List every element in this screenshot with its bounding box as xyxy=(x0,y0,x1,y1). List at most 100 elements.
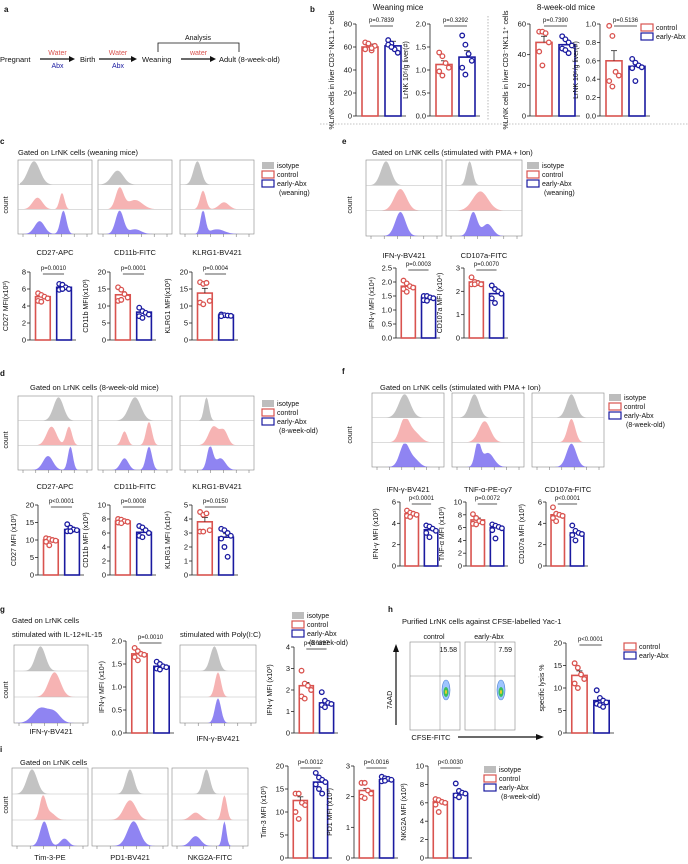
data-point xyxy=(498,290,505,297)
bar-chart-c3: 0 5 10 15 20 KLRG1 MFI(x10³) p=0.0004 xyxy=(165,266,238,345)
data-point xyxy=(629,65,636,72)
data-point xyxy=(439,53,446,60)
legend-b: control early-Abx xyxy=(640,23,686,41)
data-point xyxy=(629,56,636,62)
bar-chart-f2: 0 2 4 6 8 10 TNF-α MFI (x10³) p=0.0072 xyxy=(439,496,508,571)
panel-e-title: Gated on LrNK cells (stimulated with PMA… xyxy=(372,148,533,157)
data-point xyxy=(606,78,613,84)
y-axis-label: CD107a MFI (x10³) xyxy=(519,504,526,564)
data-point xyxy=(456,794,462,801)
y-axis-label: %LrNK cells in liver CD3⁻NK1.1⁺ cells xyxy=(329,10,336,130)
bar-early-Abx xyxy=(489,526,505,567)
y-tick-label: 2 xyxy=(538,540,542,549)
y-tick-label: 0 xyxy=(30,571,34,580)
early-abx-histogram xyxy=(182,210,252,234)
y-tick-label: 15 xyxy=(554,661,562,670)
y-axis-label: CD107a MFI (x10⁴) xyxy=(437,273,444,334)
legend-label-abx: early-Abx xyxy=(499,785,529,792)
data-point xyxy=(542,30,549,37)
marker-label: NKG2A-FITC xyxy=(188,853,233,862)
data-point xyxy=(572,537,579,544)
bar-control xyxy=(114,520,132,576)
bar-control xyxy=(468,281,485,339)
data-point xyxy=(206,297,213,304)
bar-early-Abx xyxy=(420,296,437,339)
arrow-bottom-label: Abx xyxy=(112,63,125,70)
y-tick-label: 0.0 xyxy=(416,112,426,121)
data-point xyxy=(559,512,566,519)
arrow-bottom-label: Abx xyxy=(51,63,64,70)
isotype-histogram xyxy=(14,769,86,794)
arrow-head xyxy=(210,56,216,62)
y-tick-label: 1.0 xyxy=(416,66,426,75)
y-tick-label: 6 xyxy=(392,498,396,507)
y-tick-label: 5 xyxy=(102,319,106,328)
bar-chart-e2: 0 1 2 3 CD107a MFI (x10⁴) p=0.0070 xyxy=(437,262,508,343)
isotype-histogram xyxy=(374,394,442,418)
panel-letter: b xyxy=(310,5,315,14)
data-point xyxy=(312,781,319,788)
data-point xyxy=(322,704,328,711)
control-histogram xyxy=(20,192,90,210)
legend-swatch-control xyxy=(623,642,637,651)
legend-label-control: control xyxy=(277,172,298,179)
data-point xyxy=(73,527,80,534)
stage-birth: Birth xyxy=(80,55,95,64)
early-abx-histogram xyxy=(448,211,520,236)
y-tick-label: 80 xyxy=(344,20,352,29)
y-tick-label: 0.5 xyxy=(112,706,122,715)
data-point xyxy=(67,528,74,535)
legend-label-control: control xyxy=(656,25,677,32)
y-tick-label: 3 xyxy=(456,264,460,273)
data-point xyxy=(203,510,210,517)
y-tick-label: 0 xyxy=(184,571,188,580)
arrow-top-label: Water xyxy=(48,50,67,57)
p-value: p=0.0003 xyxy=(406,262,432,268)
data-point xyxy=(615,72,622,79)
histogram-frame xyxy=(97,159,173,235)
y-axis-label: CD11b MFI(x10³) xyxy=(83,279,90,333)
data-point xyxy=(46,542,53,549)
y-axis-label: CD27 MFI(x10³) xyxy=(3,281,10,331)
control-histogram xyxy=(14,795,86,820)
data-point xyxy=(361,779,368,786)
data-point xyxy=(218,535,225,542)
data-point xyxy=(322,779,329,786)
control-histogram xyxy=(448,191,520,211)
y-tick-label: 2.0 xyxy=(416,20,426,29)
y-tick-label: 60 xyxy=(518,20,526,29)
legend-i: isotype control early-Abx (8-week-old) xyxy=(483,766,540,801)
isotype-histogram xyxy=(16,646,86,671)
legend-swatch-control xyxy=(483,774,497,783)
count-label: count xyxy=(347,426,354,443)
data-point xyxy=(606,22,613,29)
y-tick-label: 4 xyxy=(458,536,462,545)
control-histogram xyxy=(182,190,252,210)
y-tick-label: 0 xyxy=(522,112,526,121)
early-abx-histogram xyxy=(534,443,602,467)
control-histogram xyxy=(534,418,602,443)
data-point xyxy=(492,300,498,306)
legend-label-abx: early-Abx xyxy=(307,631,337,638)
data-point xyxy=(574,664,581,671)
bar-chart-b1: 0 20 40 60 80 %LrNK cells in liver CD3⁻NK1.1⁺… xyxy=(329,10,406,130)
control-histogram xyxy=(454,421,522,443)
y-tick-label: 0 xyxy=(420,854,424,863)
arrow-head xyxy=(69,56,75,62)
bar-control xyxy=(361,46,379,117)
p-value: p=0.3292 xyxy=(443,18,469,24)
legend-swatch-abx xyxy=(261,179,275,188)
data-point xyxy=(539,62,546,69)
y-tick-label: 0 xyxy=(558,729,562,738)
data-point xyxy=(43,538,50,545)
early-abx-histogram xyxy=(100,446,170,470)
data-point xyxy=(118,296,125,303)
legend-label-isotype: isotype xyxy=(277,401,299,408)
flow-plot-frame xyxy=(409,641,461,731)
y-axis-label: IFN-γ MFI (x10⁴) xyxy=(369,277,376,329)
panel-f-title: Gated on LrNK cells (stimulated with PMA… xyxy=(380,383,541,392)
data-point xyxy=(459,64,466,71)
bar-chart-g2: 0 1 2 3 4 IFN-γ MFI (x10³) p=0.0337 xyxy=(267,641,338,738)
bar-chart-i3: 0 2 4 6 8 10 NKG2A MFI (x10³) p<0.0030 xyxy=(401,760,472,863)
y-tick-label: 2 xyxy=(286,686,290,695)
